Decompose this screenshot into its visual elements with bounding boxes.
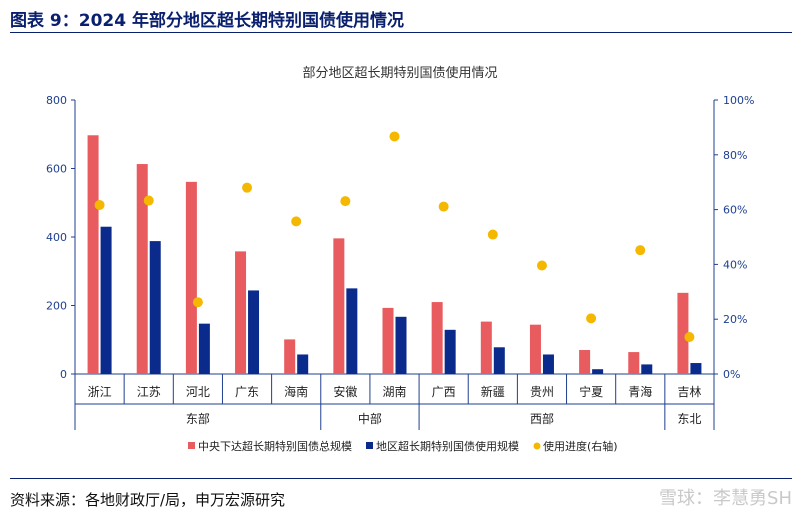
category-label: 湖南 [382,384,406,399]
progress-point [291,216,302,227]
group-label: 东部 [186,411,210,426]
category-label: 浙江 [88,385,112,399]
bar-total [579,350,591,374]
group-label: 东北 [677,412,701,426]
legend-swatch [188,442,195,449]
legend-swatch [366,442,373,449]
chart-title: 部分地区超长期特别国债使用情况 [302,65,497,81]
category-label: 安徽 [333,384,357,399]
bar-used [493,347,505,374]
bar-used [592,369,604,374]
bar-used [248,290,260,374]
bar-total [235,251,247,374]
footer-rule [10,478,792,479]
legend-swatch [533,442,541,450]
y2-tick-label: 100% [723,94,754,107]
bar-total [136,164,148,374]
category-label: 青海 [628,384,652,399]
category-label: 河北 [186,385,210,399]
progress-point [143,195,154,206]
bar-total [284,339,296,374]
group-label: 西部 [530,411,554,426]
legend-label: 中央下达超长期特别国债总规模 [198,439,352,453]
watermark: 雪球：李慧勇SH [659,488,792,509]
progress-point [389,131,400,142]
bar-total [677,292,689,374]
bar-total [185,181,197,374]
category-label: 广西 [432,385,456,399]
bar-total [87,135,99,374]
bar-total [529,324,541,374]
category-label: 广东 [235,385,259,399]
bar-used [641,364,653,374]
progress-point [340,196,351,207]
y2-tick-label: 60% [723,204,747,217]
plot-area: 0 200 400 600 800 0% 20% 40% 60% 80% 100% 浙江 江苏 河北 广东 海… [46,94,754,453]
y-tick-label: 0 [60,368,67,381]
legend-label: 使用进度(右轴) [543,439,618,453]
progress-point [684,332,695,343]
y-tick-label: 800 [46,94,67,107]
bar-used [149,241,161,374]
legend-label: 地区超长期特别国债使用规模 [376,439,519,453]
progress-point [438,201,449,212]
y-tick-label: 600 [46,163,67,176]
y2-tick-label: 0% [723,368,740,381]
y-tick-label: 200 [46,300,67,313]
progress-point [242,182,253,193]
progress-point [94,199,105,210]
bar-total [431,302,443,374]
bar-used [198,323,210,374]
bar-used [346,288,358,374]
progress-point [536,260,547,271]
category-label: 新疆 [481,384,505,399]
category-label: 江苏 [137,385,161,399]
category-label: 贵州 [530,385,554,399]
y2-tick-label: 80% [723,149,747,162]
bar-used [542,354,554,374]
group-label: 中部 [358,411,382,426]
progress-point [635,245,646,256]
progress-point [586,313,597,324]
bar-total [382,307,394,374]
category-label: 海南 [284,384,308,399]
category-label: 宁夏 [579,384,603,399]
bar-used [100,226,112,374]
bar-total [333,238,345,374]
y2-tick-label: 40% [723,258,747,271]
bar-used [395,316,407,374]
y2-tick-label: 20% [723,313,747,326]
title-rule [10,32,792,33]
progress-point [192,297,203,308]
category-label: 吉林 [677,385,701,399]
bar-total [480,321,492,374]
bar-used [444,329,456,374]
progress-point [487,229,498,240]
bar-total [628,352,640,374]
figure-title: 图表 9：2024 年部分地区超长期特别国债使用情况 [10,11,404,31]
source-note: 资料来源：各地财政厅/局，申万宏源研究 [10,491,286,509]
bar-used [690,363,702,374]
y-tick-label: 400 [46,231,67,244]
bar-used [297,354,309,374]
